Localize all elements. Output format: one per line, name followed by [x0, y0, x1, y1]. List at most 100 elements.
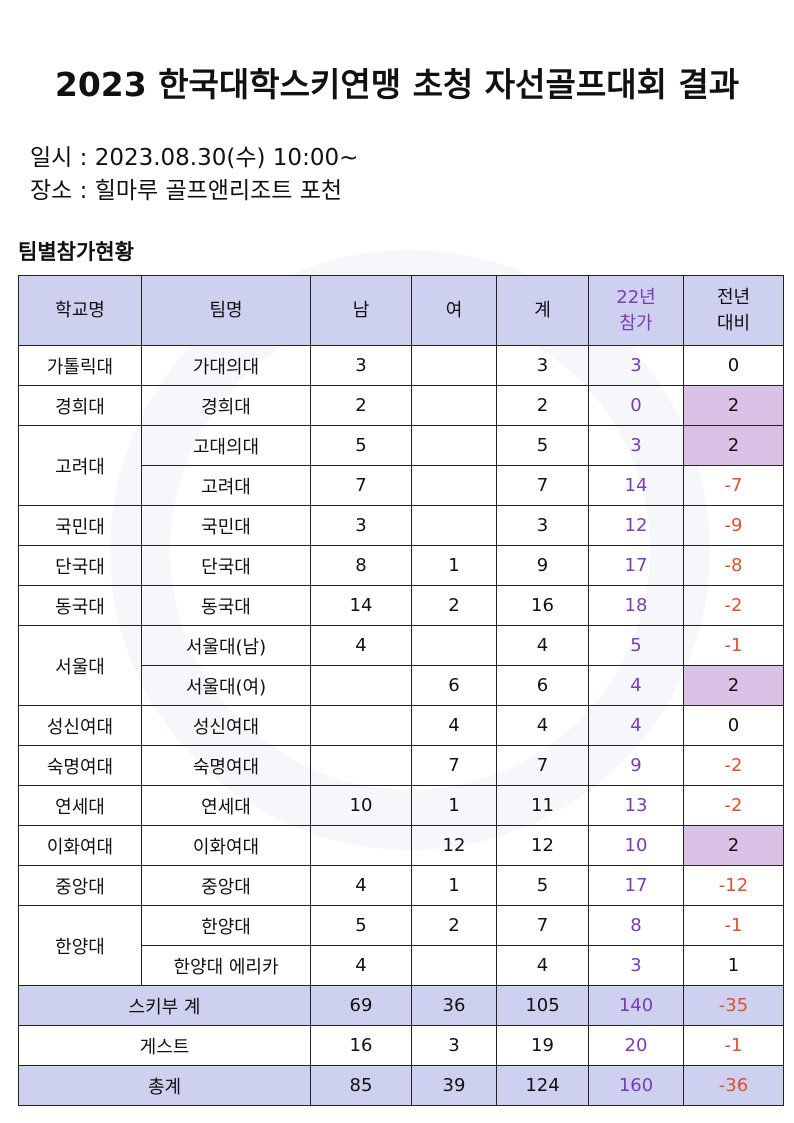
summary-label: 게스트: [18, 1025, 311, 1066]
cell-prev: 8: [588, 905, 684, 946]
team-row: 서울대(여) 6 6 4 2: [19, 665, 784, 706]
team-row: 중앙대 중앙대 4 1 5 17 -12: [18, 865, 784, 906]
cell-female: 1: [411, 545, 497, 586]
team-row: 연세대 연세대 10 1 11 13 -2: [18, 785, 784, 826]
cell-male: 5: [310, 425, 412, 466]
cell-total: 2: [496, 385, 589, 426]
cell-total: 4: [496, 705, 589, 746]
cell-male: 4: [310, 625, 412, 666]
team-row: 국민대 국민대 3 3 12 -9: [18, 505, 784, 546]
cell-prev: 4: [588, 705, 684, 746]
cell-male: 16: [310, 1025, 412, 1066]
cell-total: 105: [496, 985, 589, 1026]
cell-diff: 2: [683, 425, 784, 466]
team-row: 동국대 동국대 14 2 16 18 -2: [18, 585, 784, 626]
team-cell: 이화여대: [141, 825, 311, 866]
team-cell: 중앙대: [141, 865, 311, 906]
school-cell: 성신여대: [18, 705, 142, 746]
team-cell: 가대의대: [141, 345, 311, 386]
cell-total: 7: [496, 745, 589, 786]
school-cell: 동국대: [18, 585, 142, 626]
cell-prev: 9: [588, 745, 684, 786]
cell-total: 6: [496, 665, 589, 706]
cell-diff: 0: [683, 705, 784, 746]
cell-diff: -2: [683, 785, 784, 826]
cell-diff: -12: [683, 865, 784, 906]
cell-female: 1: [411, 865, 497, 906]
cell-total: 12: [496, 825, 589, 866]
cell-diff: 2: [683, 825, 784, 866]
cell-diff: 2: [683, 385, 784, 426]
team-cell: 단국대: [141, 545, 311, 586]
cell-diff: -36: [683, 1065, 784, 1106]
header-text: 남: [352, 299, 370, 321]
school-cell: 중앙대: [18, 865, 142, 906]
cell-total: 4: [496, 625, 589, 666]
team-row: 이화여대 이화여대 12 12 10 2: [18, 825, 784, 866]
section-title: 팀별참가현황: [18, 240, 134, 264]
school-cell: 서울대: [18, 625, 142, 706]
cell-prev: 3: [588, 945, 684, 986]
header-text: 참가: [619, 312, 653, 334]
team-row: 성신여대 성신여대 4 4 4 0: [18, 705, 784, 746]
cell-male: [310, 705, 412, 746]
cell-total: 9: [496, 545, 589, 586]
title: 2023 한국대학스키연맹 초청 자선골프대회 결과: [54, 65, 740, 104]
school-cell: 연세대: [18, 785, 142, 826]
cell-prev: 4: [588, 665, 684, 706]
summary-row: 게스트 16 3 19 20 -1: [18, 1025, 784, 1066]
cell-female: 7: [411, 745, 497, 786]
cell-prev: 20: [588, 1025, 684, 1066]
team-cell: 서울대(여): [141, 665, 311, 706]
cell-female: 3: [411, 1025, 497, 1066]
header-text: 팀명: [209, 299, 243, 321]
cell-male: 4: [310, 945, 412, 986]
header-text: 대비: [716, 312, 751, 334]
header-text: 여: [445, 299, 463, 321]
team-cell: 경희대: [141, 385, 311, 426]
date: 일시 : 2023.08.30(수) 10:00~: [30, 145, 359, 171]
cell-diff: -8: [683, 545, 784, 586]
team-cell: 국민대: [141, 505, 311, 546]
cell-female: [411, 345, 497, 386]
cell-prev: 5: [588, 625, 684, 666]
team-row: 숙명여대 숙명여대 7 7 9 -2: [18, 745, 784, 786]
summary-label: 총계: [18, 1065, 311, 1106]
header-cell: 여: [411, 275, 497, 346]
cell-total: 124: [496, 1065, 589, 1106]
summary-row: 스키부 계 69 36 105 140 -35: [18, 985, 784, 1026]
cell-male: 3: [310, 505, 412, 546]
cell-male: 2: [310, 385, 412, 426]
cell-male: 8: [310, 545, 412, 586]
cell-prev: 10: [588, 825, 684, 866]
cell-female: [411, 385, 497, 426]
cell-total: 5: [496, 425, 589, 466]
header-cell: 학교명: [18, 275, 142, 346]
header-row: 학교명 팀명 남 여 계 22년 참가 전년 대비: [18, 275, 784, 346]
results-table: 학교명 팀명 남 여 계 22년 참가 전년 대비 가톨릭대 가대의대 3 3 3 0 경희대 경희대 2 2 0 2 고…: [18, 275, 784, 1106]
header-text: 학교명: [55, 299, 105, 321]
cell-diff: -7: [683, 465, 784, 506]
school-cell: 고려대: [18, 425, 142, 506]
place: 장소 : 힐마루 골프앤리조트 포천: [30, 178, 343, 204]
school-cell: 국민대: [18, 505, 142, 546]
cell-total: 7: [496, 465, 589, 506]
team-cell: 숙명여대: [141, 745, 311, 786]
cell-prev: 17: [588, 545, 684, 586]
cell-male: 85: [310, 1065, 412, 1106]
team-cell: 한양대 에리카: [141, 945, 311, 986]
cell-diff: -1: [683, 905, 784, 946]
summary-label: 스키부 계: [18, 985, 311, 1026]
header-text: 22년: [616, 286, 656, 308]
cell-female: 12: [411, 825, 497, 866]
cell-female: 4: [411, 705, 497, 746]
cell-female: 2: [411, 585, 497, 626]
cell-diff: 1: [683, 945, 784, 986]
cell-diff: 0: [683, 345, 784, 386]
cell-total: 4: [496, 945, 589, 986]
cell-prev: 13: [588, 785, 684, 826]
cell-female: 1: [411, 785, 497, 826]
cell-female: 2: [411, 905, 497, 946]
cell-male: [310, 665, 412, 706]
